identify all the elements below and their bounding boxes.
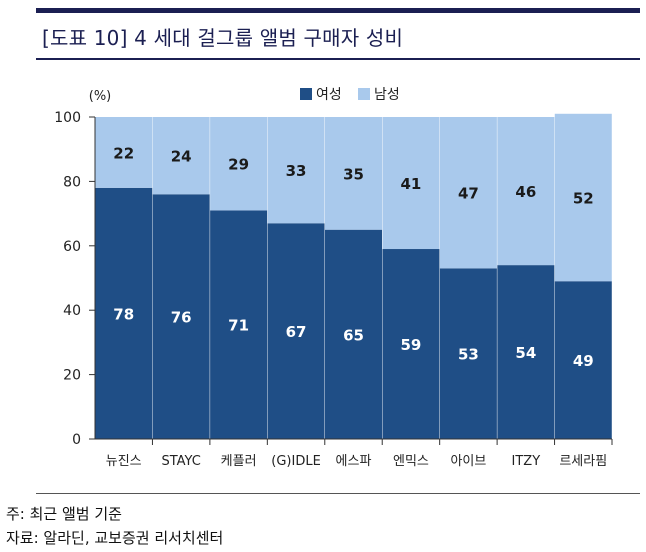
data-label-male: 22 (113, 144, 134, 162)
top-rule (36, 8, 640, 13)
y-tick-label: 60 (63, 239, 81, 255)
bar-male (95, 117, 153, 188)
y-tick-label: 0 (72, 432, 81, 448)
data-label-female: 59 (401, 336, 422, 354)
x-tick-label: ITZY (512, 454, 541, 469)
legend-label-female: 여성 (316, 87, 342, 103)
data-label-female: 54 (515, 344, 536, 362)
bar-male (439, 117, 497, 269)
bar-female (554, 281, 612, 439)
data-label-male: 47 (458, 185, 479, 203)
title-rule (36, 58, 640, 60)
bar-male (325, 117, 382, 230)
source-note: 자료: 알라딘, 교보증권 리서치센터 (6, 529, 224, 547)
bar-female (325, 229, 382, 439)
data-label-male: 35 (343, 165, 364, 183)
bar-female (439, 268, 497, 439)
legend-swatch-male (358, 88, 370, 100)
footnote: 주: 최근 앨범 기준 (6, 505, 122, 523)
x-tick-label: 뉴진스 (106, 454, 142, 469)
x-tick-label: 케플러 (221, 454, 257, 469)
bar-female (210, 210, 268, 439)
data-label-female: 67 (286, 323, 307, 341)
bar-male (267, 117, 325, 224)
bar-male (152, 117, 210, 195)
y-tick-label: 20 (63, 368, 81, 384)
bar-female (267, 223, 325, 439)
data-label-female: 71 (228, 317, 249, 335)
bar-male (554, 113, 612, 282)
data-label-male: 24 (171, 148, 192, 166)
data-label-female: 49 (573, 352, 594, 370)
data-label-male: 41 (401, 175, 422, 193)
stacked-bar-chart: (%) 여성 남성 0 20 40 60 80 100 78 22 뉴진스 76 24 STAYC 71 29 케… (54, 87, 613, 469)
data-label-female: 76 (171, 309, 192, 327)
legend-label-male: 남성 (374, 87, 400, 103)
bar-female (497, 265, 555, 439)
y-tick-label: 80 (63, 174, 81, 190)
data-label-female: 78 (113, 305, 134, 323)
data-label-male: 33 (286, 162, 307, 180)
data-label-male: 52 (573, 190, 594, 208)
data-label-male: 29 (228, 156, 249, 174)
x-tick-label: 르세라핌 (559, 454, 607, 469)
bar-male (382, 117, 440, 250)
bar-male (497, 117, 555, 266)
y-tick-label: 100 (54, 110, 81, 126)
x-tick-label: (G)IDLE (271, 454, 321, 469)
legend-swatch-female (300, 88, 312, 100)
data-label-female: 53 (458, 346, 479, 364)
bar-female (152, 194, 210, 439)
y-tick-label: 40 (63, 303, 81, 319)
x-tick-label: 에스파 (336, 454, 372, 469)
page-title: [도표 10] 4 세대 걸그룹 앨범 구매자 성비 (42, 26, 404, 50)
footer-rule (36, 493, 640, 494)
y-unit-label: (%) (89, 89, 112, 104)
bar-female (382, 249, 440, 439)
x-tick-label: STAYC (161, 454, 200, 469)
x-tick-label: 엔믹스 (393, 454, 429, 469)
data-label-female: 65 (343, 326, 364, 344)
bar-male (210, 117, 268, 211)
data-label-male: 46 (515, 183, 536, 201)
x-tick-label: 아이브 (450, 454, 486, 469)
bar-female (95, 187, 153, 439)
